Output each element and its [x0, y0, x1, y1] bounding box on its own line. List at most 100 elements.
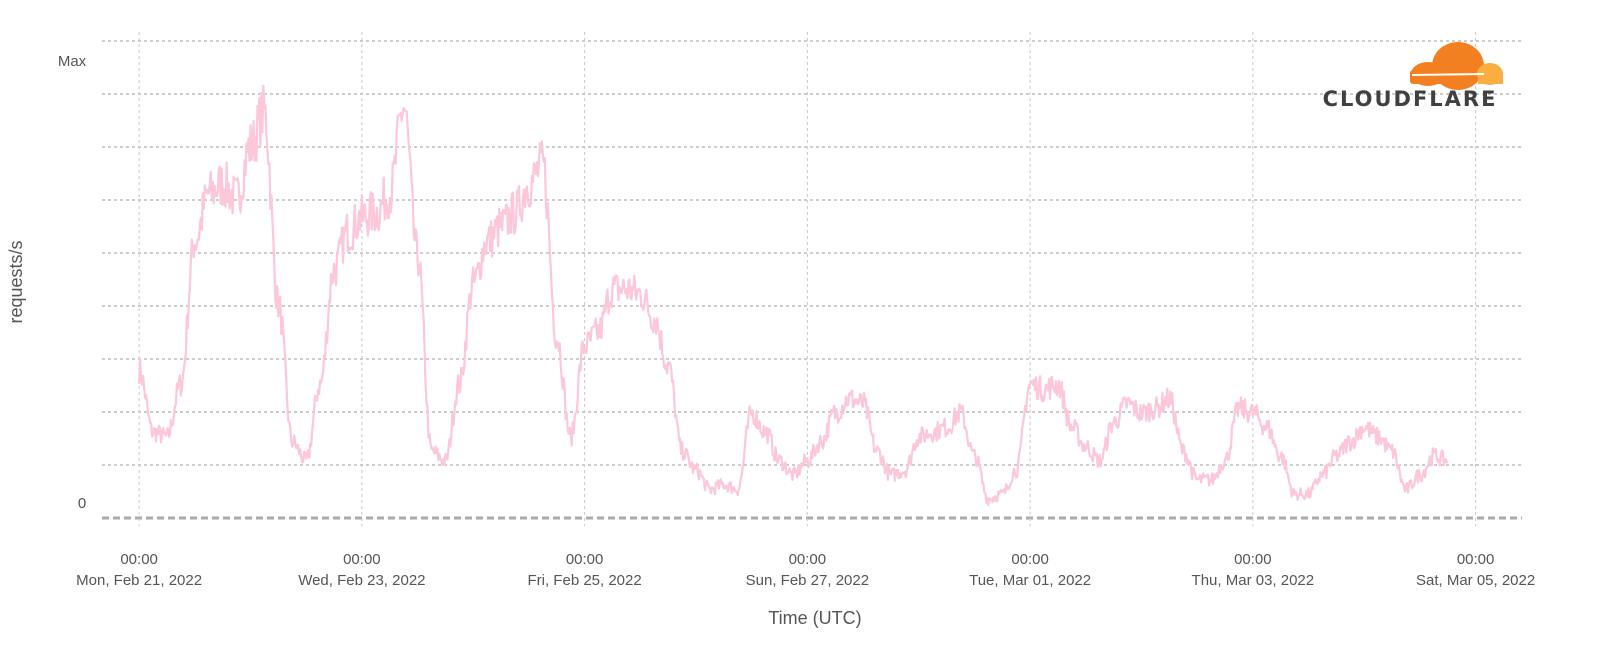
data-point [305, 460, 307, 462]
data-point [723, 484, 725, 486]
data-point [1377, 436, 1379, 438]
data-point [1085, 446, 1087, 448]
data-point [264, 112, 266, 114]
cloudflare-logo: CLOUDFLARE [1323, 42, 1503, 111]
data-point [695, 470, 697, 472]
x-tick-date: Wed, Feb 23, 2022 [298, 572, 425, 589]
data-point [862, 403, 864, 405]
data-point [946, 427, 948, 429]
data-point [1071, 427, 1073, 429]
x-tick-time: 00:00 [566, 551, 604, 568]
data-point [1280, 455, 1282, 457]
x-tick-date: Thu, Mar 03, 2022 [1192, 572, 1315, 589]
data-point [500, 226, 502, 228]
data-point [1308, 493, 1310, 495]
logo-wordmark: CLOUDFLARE [1323, 87, 1498, 111]
data-point [584, 346, 586, 348]
data-point [1210, 479, 1212, 481]
x-tick-date: Sat, Mar 05, 2022 [1416, 572, 1535, 589]
data-point [528, 183, 530, 185]
data-point [1336, 455, 1338, 457]
x-tick-date: Tue, Mar 01, 2022 [969, 572, 1091, 589]
data-point [1155, 408, 1157, 410]
data-point [236, 198, 238, 200]
data-point [779, 460, 781, 462]
data-point [988, 498, 990, 500]
x-tick-date: Fri, Feb 25, 2022 [527, 572, 641, 589]
data-point [1266, 427, 1268, 429]
x-axis: 00:00 Mon, Feb 21, 2022 00:00 Wed, Feb 23, … [76, 551, 1535, 589]
x-axis-title: Time (UTC) [768, 608, 861, 628]
data-point [932, 431, 934, 433]
x-tick-time: 00:00 [1011, 551, 1049, 568]
x-tick-date: Sun, Feb 27, 2022 [746, 572, 869, 589]
data-point [1043, 388, 1045, 390]
data-point [960, 412, 962, 414]
data-point [918, 436, 920, 438]
data-point [180, 384, 182, 386]
y-tick-max: Max [58, 53, 87, 70]
data-point [653, 317, 655, 319]
data-point [807, 460, 809, 462]
data-point [459, 384, 461, 386]
data-point [514, 212, 516, 214]
data-point [681, 450, 683, 452]
data-point [250, 145, 252, 147]
data-point [375, 212, 377, 214]
data-point [1294, 493, 1296, 495]
data-point [1141, 412, 1143, 414]
data-point [626, 288, 628, 290]
data-point [292, 441, 294, 443]
data-point [974, 455, 976, 457]
data-point [1350, 441, 1352, 443]
data-point [1447, 460, 1449, 462]
data-point [1099, 460, 1101, 462]
data-point [1113, 422, 1115, 424]
data-point [667, 365, 669, 367]
data-point [1405, 489, 1407, 491]
x-tick-time: 00:00 [343, 551, 381, 568]
data-point [542, 164, 544, 166]
data-point [431, 450, 433, 452]
data-point [1029, 384, 1031, 386]
data-point [138, 369, 140, 371]
data-point [333, 269, 335, 271]
data-point [821, 441, 823, 443]
data-point [445, 460, 447, 462]
series-layer [138, 84, 1449, 506]
data-point [1127, 403, 1129, 405]
data-point [640, 293, 642, 295]
data-point [876, 450, 878, 452]
data-point [1169, 398, 1171, 400]
data-point [152, 431, 154, 433]
data-point [598, 331, 600, 333]
data-point [1252, 412, 1254, 414]
y-axis-title: requests/s [6, 240, 26, 323]
data-point [1238, 408, 1240, 410]
data-point [486, 241, 488, 243]
data-point [848, 398, 850, 400]
data-point [1182, 450, 1184, 452]
data-point [612, 288, 614, 290]
data-point [278, 303, 280, 305]
data-point [361, 217, 363, 219]
y-axis: Max 0 requests/s [6, 53, 87, 512]
series-line [138, 84, 1449, 506]
cloud-icon [1410, 42, 1503, 90]
data-point [222, 183, 224, 185]
data-point [570, 436, 572, 438]
data-point [793, 474, 795, 476]
data-point [319, 384, 321, 386]
data-point [194, 241, 196, 243]
x-tick-time: 00:00 [1457, 551, 1495, 568]
data-point [1002, 493, 1004, 495]
data-point [890, 474, 892, 476]
data-point [1196, 479, 1198, 481]
data-point [1015, 470, 1017, 472]
data-point [1363, 427, 1365, 429]
y-tick-zero: 0 [78, 495, 86, 512]
data-point [904, 470, 906, 472]
data-point [347, 231, 349, 233]
x-tick-time: 00:00 [120, 551, 158, 568]
